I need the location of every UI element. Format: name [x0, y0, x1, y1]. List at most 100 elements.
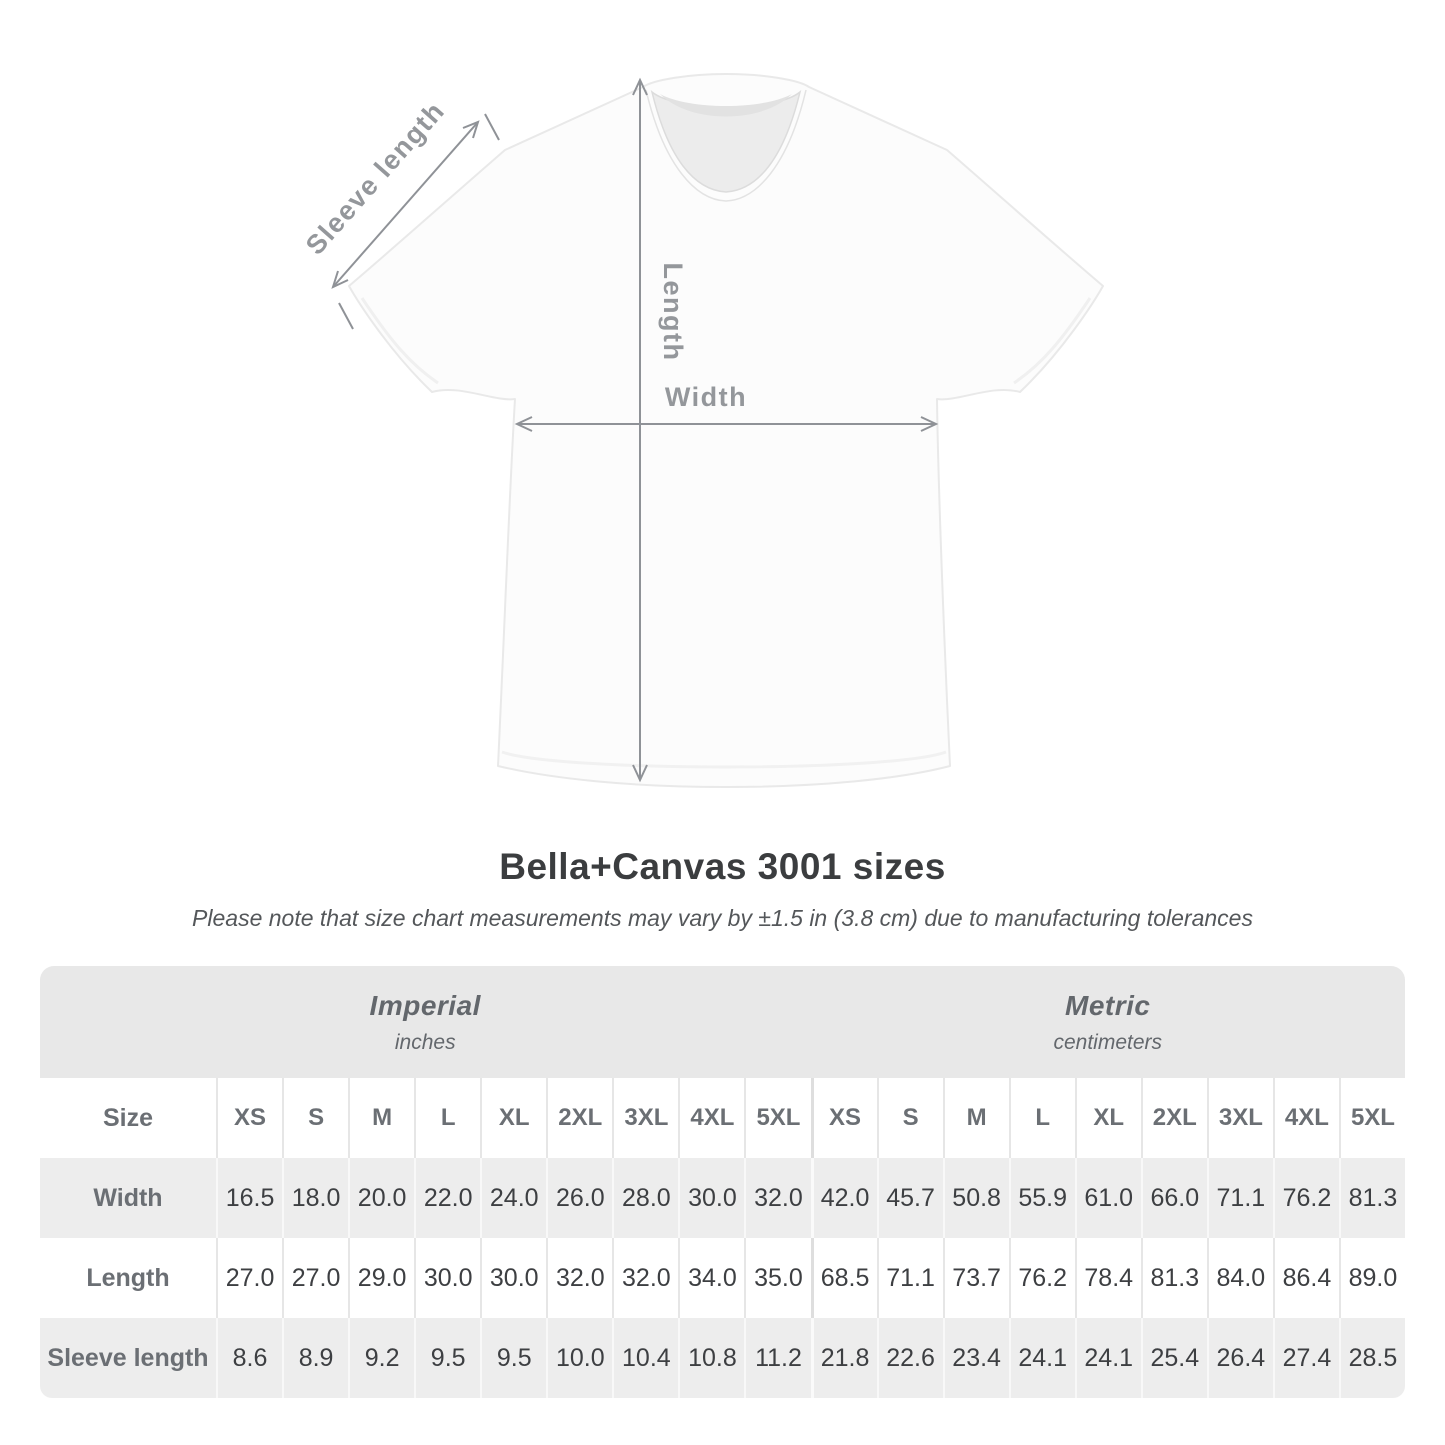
imperial-size-header: M [348, 1078, 415, 1158]
metric-size-header: L [1008, 1078, 1075, 1158]
imperial-size-header: 4XL [678, 1078, 745, 1158]
metric-value-cell: 73.7 [942, 1238, 1009, 1318]
imperial-value-cell: 32.0 [612, 1238, 679, 1318]
imperial-value-cell: 30.0 [678, 1158, 745, 1238]
row-label: Sleeve length [40, 1318, 216, 1398]
imperial-unit: inches [394, 1030, 456, 1054]
imperial-value-cell: 10.8 [678, 1318, 745, 1398]
arrowhead-right-icon [920, 416, 939, 432]
length-label: Length [658, 263, 688, 362]
tolerance-note: Please note that size chart measurements… [192, 905, 1253, 931]
metric-value-cell: 61.0 [1074, 1158, 1141, 1238]
size-column-header: Size [40, 1078, 216, 1158]
imperial-value-cell: 26.0 [546, 1158, 613, 1238]
metric-label: Metric [1065, 989, 1151, 1021]
metric-value-cell: 78.4 [1074, 1238, 1141, 1318]
sleeve-length-arrow [331, 113, 500, 330]
metric-size-header: 4XL [1272, 1078, 1339, 1158]
imperial-size-header: 3XL [612, 1078, 679, 1158]
metric-value-cell: 71.1 [876, 1238, 943, 1318]
arrowhead-up-icon [632, 77, 648, 96]
imperial-value-cell: 16.5 [216, 1158, 283, 1238]
imperial-value-cell: 35.0 [744, 1238, 811, 1318]
imperial-value-cell: 30.0 [480, 1238, 547, 1318]
metric-value-cell: 71.1 [1206, 1158, 1273, 1238]
metric-value-cell: 24.1 [1008, 1318, 1075, 1398]
page-title: Bella+Canvas 3001 sizes [499, 846, 946, 887]
metric-size-header: XL [1074, 1078, 1141, 1158]
tshirt-illustration [348, 73, 1104, 788]
imperial-size-header: XS [216, 1078, 283, 1158]
width-arrow [514, 416, 939, 432]
metric-value-cell: 27.4 [1272, 1318, 1339, 1398]
tshirt-body [348, 73, 1104, 788]
metric-value-cell: 25.4 [1140, 1318, 1207, 1398]
width-label: Width [665, 382, 747, 412]
metric-value-cell: 86.4 [1272, 1238, 1339, 1318]
imperial-value-cell: 34.0 [678, 1238, 745, 1318]
tshirt-neck-shadow [660, 94, 792, 117]
dimension-tick-icon [338, 302, 354, 330]
imperial-unit-group-header: Imperial inches [40, 966, 811, 1078]
metric-size-header: XS [810, 1078, 877, 1158]
imperial-value-cell: 32.0 [546, 1238, 613, 1318]
metric-unit-group-header: Metric centimeters [810, 966, 1405, 1078]
metric-size-header: 5XL [1338, 1078, 1405, 1158]
imperial-value-cell: 9.5 [480, 1318, 547, 1398]
imperial-size-header: L [414, 1078, 481, 1158]
arrowhead-left-icon [514, 416, 533, 432]
imperial-value-cell: 24.0 [480, 1158, 547, 1238]
metric-value-cell: 45.7 [876, 1158, 943, 1238]
row-label: Length [40, 1238, 216, 1318]
imperial-value-cell: 22.0 [414, 1158, 481, 1238]
imperial-value-cell: 29.0 [348, 1238, 415, 1318]
tshirt-measurement-diagram: Length Width Sleeve length [300, 73, 1104, 788]
imperial-value-cell: 9.2 [348, 1318, 415, 1398]
metric-value-cell: 68.5 [810, 1238, 877, 1318]
metric-value-cell: 21.8 [810, 1318, 877, 1398]
imperial-value-cell: 10.0 [546, 1318, 613, 1398]
imperial-label: Imperial [369, 989, 481, 1021]
imperial-value-cell: 11.2 [744, 1318, 811, 1398]
dimension-tick-icon [484, 113, 500, 141]
imperial-value-cell: 20.0 [348, 1158, 415, 1238]
metric-value-cell: 24.1 [1074, 1318, 1141, 1398]
size-table: Imperial inches Metric centimeters Size X… [40, 966, 1405, 1398]
metric-size-header: 3XL [1206, 1078, 1273, 1158]
imperial-value-cell: 9.5 [414, 1318, 481, 1398]
metric-unit: centimeters [1053, 1030, 1163, 1054]
metric-value-cell: 50.8 [942, 1158, 1009, 1238]
imperial-size-header: 5XL [744, 1078, 811, 1158]
arrowhead-downleft-icon [331, 270, 349, 289]
imperial-value-cell: 27.0 [282, 1238, 349, 1318]
tshirt-right-cuff-seam [1013, 297, 1092, 385]
imperial-value-cell: 28.0 [612, 1158, 679, 1238]
metric-size-header: M [942, 1078, 1009, 1158]
metric-size-header: 2XL [1140, 1078, 1207, 1158]
imperial-size-header: 2XL [546, 1078, 613, 1158]
metric-value-cell: 76.2 [1008, 1238, 1075, 1318]
imperial-value-cell: 10.4 [612, 1318, 679, 1398]
metric-value-cell: 22.6 [876, 1318, 943, 1398]
tshirt-collar-seam [645, 89, 807, 202]
metric-value-cell: 23.4 [942, 1318, 1009, 1398]
metric-value-cell: 76.2 [1272, 1158, 1339, 1238]
imperial-value-cell: 8.9 [282, 1318, 349, 1398]
metric-value-cell: 81.3 [1338, 1158, 1405, 1238]
imperial-size-header: XL [480, 1078, 547, 1158]
metric-value-cell: 26.4 [1206, 1318, 1273, 1398]
metric-value-cell: 66.0 [1140, 1158, 1207, 1238]
metric-value-cell: 84.0 [1206, 1238, 1273, 1318]
tshirt-hem-seam [501, 750, 947, 769]
metric-value-cell: 42.0 [810, 1158, 877, 1238]
imperial-value-cell: 27.0 [216, 1238, 283, 1318]
metric-value-cell: 89.0 [1338, 1238, 1405, 1318]
metric-value-cell: 55.9 [1008, 1158, 1075, 1238]
imperial-value-cell: 30.0 [414, 1238, 481, 1318]
imperial-value-cell: 32.0 [744, 1158, 811, 1238]
imperial-value-cell: 8.6 [216, 1318, 283, 1398]
imperial-size-header: S [282, 1078, 349, 1158]
metric-size-header: S [876, 1078, 943, 1158]
arrowhead-down-icon [632, 764, 648, 783]
